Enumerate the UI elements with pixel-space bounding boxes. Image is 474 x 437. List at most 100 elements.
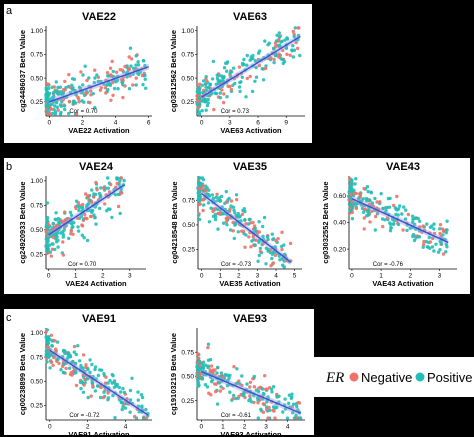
data-point xyxy=(283,397,287,401)
data-point xyxy=(83,192,88,196)
x-axis-title: VAE43 Activation xyxy=(372,279,434,288)
data-point xyxy=(51,363,55,368)
data-point xyxy=(67,236,71,241)
data-point xyxy=(210,91,214,95)
data-point xyxy=(198,82,202,86)
data-point xyxy=(101,186,106,190)
data-point xyxy=(46,346,51,350)
data-point xyxy=(295,404,299,409)
data-point xyxy=(248,385,252,389)
data-point xyxy=(221,78,225,83)
data-point xyxy=(106,186,111,190)
data-point xyxy=(50,344,54,348)
data-point xyxy=(232,393,236,398)
data-point xyxy=(91,92,95,96)
data-point xyxy=(85,78,89,83)
data-point xyxy=(61,97,66,102)
y-axis-title: cg24920933 Beta Value xyxy=(18,181,27,263)
data-point xyxy=(196,352,200,356)
data-point xyxy=(121,386,125,391)
data-point xyxy=(270,256,274,261)
data-point xyxy=(245,63,249,67)
data-point xyxy=(144,407,148,412)
data-point xyxy=(83,64,87,68)
data-point xyxy=(400,212,404,216)
data-point xyxy=(197,356,201,360)
data-point xyxy=(438,223,443,227)
data-point xyxy=(271,385,276,389)
y-tick-label: 0.50 xyxy=(30,227,43,234)
data-point xyxy=(116,87,120,91)
data-point xyxy=(226,209,230,213)
data-point xyxy=(222,66,227,70)
data-point xyxy=(253,243,257,247)
data-point xyxy=(273,416,277,420)
data-point xyxy=(68,85,72,90)
data-point xyxy=(417,235,421,239)
data-point xyxy=(208,82,212,87)
data-point xyxy=(215,73,219,77)
data-point xyxy=(204,189,208,193)
data-point xyxy=(81,390,86,394)
data-point xyxy=(51,353,55,357)
correlation-label: Cor = -0.73 xyxy=(221,262,252,268)
data-point xyxy=(135,71,140,76)
data-point xyxy=(76,344,80,348)
scatter-points xyxy=(195,26,302,116)
data-point xyxy=(438,248,442,252)
x-tick-label: 6 xyxy=(147,120,151,127)
y-tick-label: 0.25 xyxy=(30,252,43,259)
data-point xyxy=(45,360,49,364)
data-point xyxy=(245,53,249,58)
data-point xyxy=(205,186,209,190)
data-point xyxy=(235,367,239,371)
data-point xyxy=(94,222,98,226)
y-axis-title: cg04218548 Beta Value xyxy=(170,181,179,263)
data-point xyxy=(224,189,228,194)
regression-line xyxy=(351,197,449,244)
data-point xyxy=(271,408,275,412)
data-point xyxy=(98,88,103,92)
data-point xyxy=(76,229,81,233)
data-point xyxy=(349,184,354,188)
legend-title: ER xyxy=(325,370,344,386)
data-point xyxy=(264,262,268,266)
data-point xyxy=(44,92,48,97)
data-point xyxy=(119,176,123,180)
data-point xyxy=(271,261,275,265)
data-point xyxy=(61,253,66,257)
data-point xyxy=(56,85,60,90)
data-point xyxy=(373,214,378,219)
data-point xyxy=(132,414,137,419)
panel-title: VAE63 xyxy=(233,11,267,23)
data-point xyxy=(222,212,226,216)
data-point xyxy=(93,389,98,393)
data-point xyxy=(201,208,205,213)
data-point xyxy=(99,193,103,198)
data-point xyxy=(236,214,240,218)
data-point xyxy=(293,26,297,30)
data-point xyxy=(72,77,77,82)
data-point xyxy=(136,390,140,394)
data-point xyxy=(213,389,218,394)
data-point xyxy=(120,407,124,412)
data-point xyxy=(243,245,247,249)
y-tick-label: 0.50 xyxy=(182,222,195,229)
data-point xyxy=(244,222,248,226)
data-point xyxy=(84,363,88,367)
data-point xyxy=(392,203,396,208)
data-point xyxy=(243,218,247,222)
data-point xyxy=(245,76,249,81)
data-point xyxy=(265,400,269,404)
data-point xyxy=(81,83,85,87)
data-point xyxy=(204,88,209,93)
data-point xyxy=(413,216,418,220)
data-point xyxy=(215,402,220,406)
data-point xyxy=(68,90,73,95)
data-point xyxy=(122,178,126,183)
data-point xyxy=(196,106,200,110)
data-point xyxy=(224,216,228,221)
data-point xyxy=(198,195,203,199)
data-point xyxy=(370,209,374,213)
x-tick-label: 4 xyxy=(274,273,278,280)
